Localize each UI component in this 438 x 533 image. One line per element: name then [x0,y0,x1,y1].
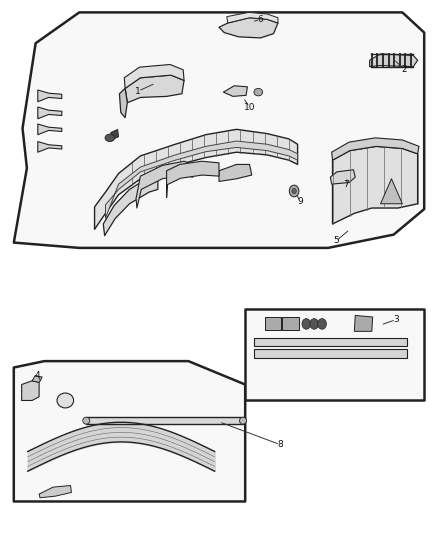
Polygon shape [95,130,297,229]
Bar [86,417,243,424]
Polygon shape [106,141,297,218]
Circle shape [289,185,299,197]
Polygon shape [332,138,419,160]
Polygon shape [265,317,282,330]
Polygon shape [14,361,245,502]
Polygon shape [120,88,127,118]
Polygon shape [219,165,252,181]
Text: 4: 4 [35,371,41,380]
Polygon shape [38,107,62,119]
Polygon shape [381,179,403,204]
Circle shape [292,188,296,193]
Bar [254,350,407,358]
Text: 10: 10 [244,102,255,111]
Polygon shape [219,18,278,38]
Polygon shape [354,316,373,332]
Polygon shape [166,161,219,197]
Polygon shape [125,75,184,103]
Polygon shape [370,54,418,67]
Polygon shape [136,161,193,208]
Ellipse shape [240,417,247,424]
Ellipse shape [57,393,74,408]
Text: 2: 2 [402,66,407,74]
Text: 6: 6 [258,15,263,24]
Polygon shape [227,12,278,23]
Polygon shape [39,486,71,498]
Polygon shape [124,64,184,88]
Text: 3: 3 [393,315,399,324]
Polygon shape [103,175,158,236]
Ellipse shape [254,88,263,96]
Circle shape [310,319,318,329]
Ellipse shape [105,134,115,142]
Polygon shape [38,142,62,152]
Text: 9: 9 [297,197,303,206]
Polygon shape [223,86,247,96]
Text: 5: 5 [333,237,339,246]
Polygon shape [111,130,119,140]
Circle shape [318,319,326,329]
Polygon shape [32,375,42,382]
Polygon shape [38,90,62,102]
Polygon shape [21,381,39,400]
Bar [254,338,407,346]
Text: 7: 7 [343,180,349,189]
Polygon shape [14,12,424,248]
Polygon shape [245,309,424,400]
Polygon shape [332,147,418,224]
Ellipse shape [83,417,90,424]
Text: 8: 8 [277,440,283,449]
Polygon shape [283,317,299,330]
Text: 1: 1 [135,86,141,95]
Circle shape [302,319,311,329]
Polygon shape [38,124,62,135]
Polygon shape [330,169,355,184]
